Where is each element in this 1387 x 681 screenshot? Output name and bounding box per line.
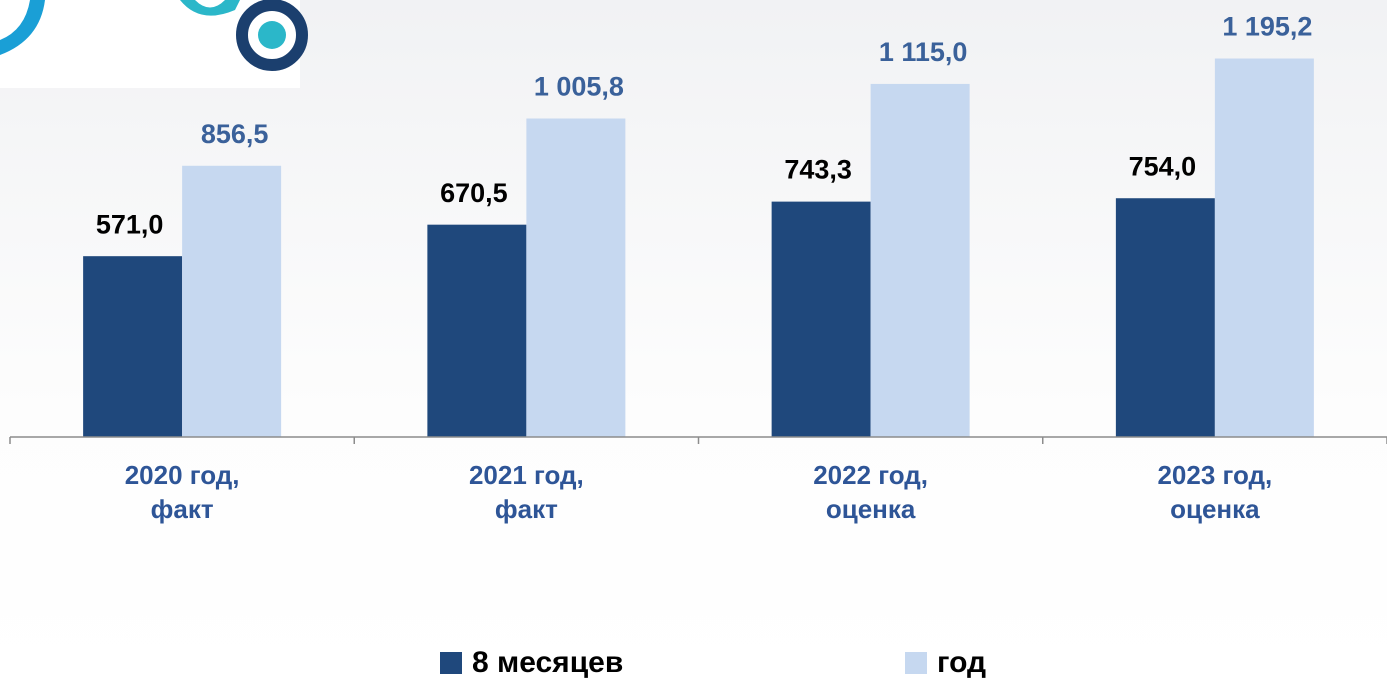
legend-swatch	[440, 652, 462, 674]
logo-gear	[0, 0, 45, 55]
bar	[526, 118, 626, 437]
x-tick-label: 2020 год, факт	[124, 460, 240, 524]
bar	[1115, 198, 1215, 437]
value-label: 743,3	[784, 155, 852, 185]
legend-label: год	[937, 646, 986, 679]
value-label: 754,0	[1129, 151, 1197, 181]
value-label: 1 195,2	[1222, 12, 1312, 42]
logo-gear	[236, 0, 308, 71]
x-tick-label: 2022 год, оценка	[813, 460, 929, 524]
value-label: 571,0	[96, 209, 164, 239]
logo-pin	[258, 21, 286, 49]
legend-swatch	[905, 652, 927, 674]
value-label: 1 005,8	[534, 72, 624, 102]
logo-gear	[180, 0, 240, 16]
bar	[182, 165, 282, 437]
x-tick-label: 2021 год, факт	[468, 460, 584, 524]
legend-label: 8 месяцев	[472, 646, 623, 679]
bar	[427, 224, 527, 437]
x-tick-label: 2023 год, оценка	[1157, 460, 1273, 524]
bar	[771, 201, 871, 437]
value-label: 856,5	[201, 119, 269, 149]
value-label: 670,5	[440, 178, 508, 208]
value-label: 1 115,0	[879, 37, 968, 67]
bar	[1214, 58, 1314, 438]
bar	[83, 256, 183, 437]
bar	[870, 83, 970, 438]
logo	[0, 0, 308, 88]
